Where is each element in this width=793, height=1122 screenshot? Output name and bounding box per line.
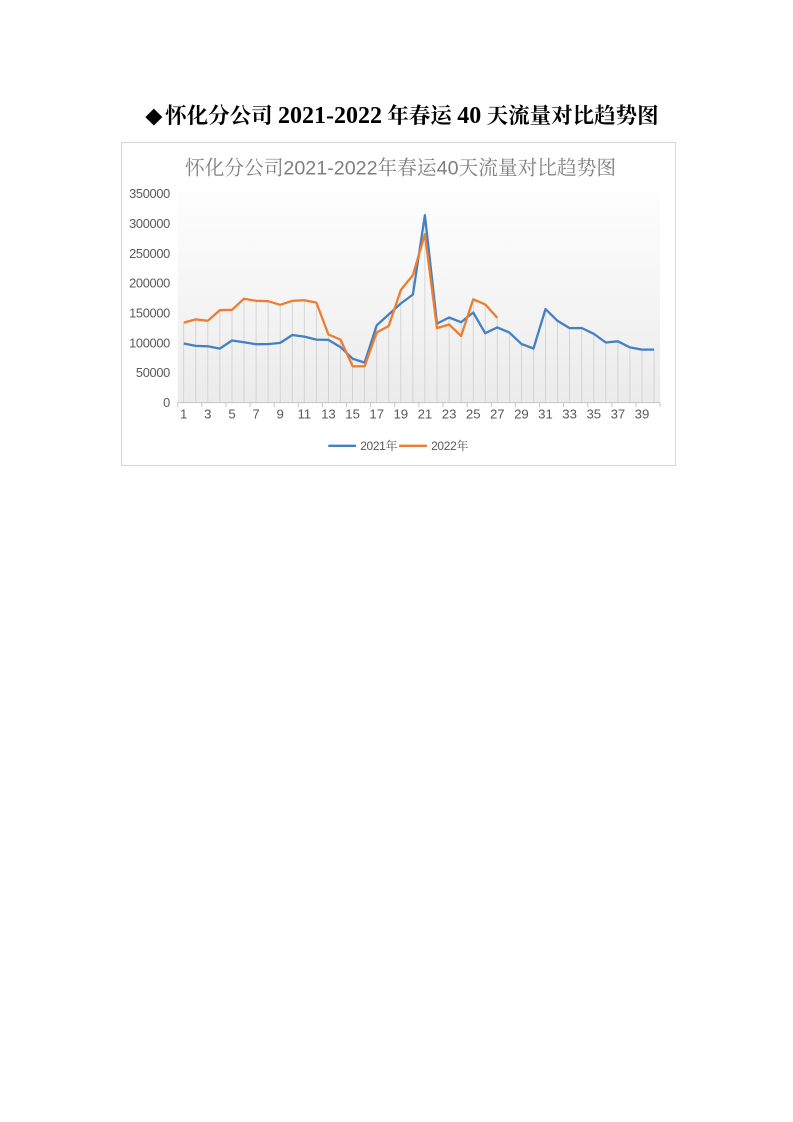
- svg-text:7: 7: [252, 407, 259, 422]
- svg-text:0: 0: [163, 395, 170, 410]
- svg-text:35: 35: [586, 407, 601, 422]
- svg-text:25: 25: [465, 407, 480, 422]
- svg-text:13: 13: [321, 407, 336, 422]
- svg-text:2021年: 2021年: [360, 438, 397, 453]
- svg-text:150000: 150000: [129, 306, 170, 321]
- svg-text:300000: 300000: [129, 216, 170, 231]
- svg-text:11: 11: [297, 407, 311, 422]
- svg-text:19: 19: [393, 407, 408, 422]
- svg-text:33: 33: [562, 407, 577, 422]
- svg-text:39: 39: [634, 407, 649, 422]
- svg-text:9: 9: [276, 407, 283, 422]
- svg-text:31: 31: [538, 407, 553, 422]
- svg-text:17: 17: [369, 407, 384, 422]
- svg-text:21: 21: [417, 407, 432, 422]
- svg-text:15: 15: [345, 407, 360, 422]
- svg-text:29: 29: [514, 407, 529, 422]
- svg-text:5: 5: [228, 407, 235, 422]
- svg-text:250000: 250000: [129, 246, 170, 261]
- svg-text:50000: 50000: [135, 365, 169, 380]
- svg-text:200000: 200000: [129, 276, 170, 291]
- svg-text:27: 27: [489, 407, 504, 422]
- svg-text:3: 3: [204, 407, 211, 422]
- svg-text:37: 37: [610, 407, 625, 422]
- svg-text:23: 23: [441, 407, 456, 422]
- svg-text:1: 1: [180, 407, 187, 422]
- svg-text:2022年: 2022年: [431, 438, 468, 453]
- svg-text:怀化分公司2021-2022年春运40天流量对比趋势图: 怀化分公司2021-2022年春运40天流量对比趋势图: [184, 158, 615, 180]
- svg-text:100000: 100000: [129, 335, 170, 350]
- svg-text:350000: 350000: [129, 186, 170, 201]
